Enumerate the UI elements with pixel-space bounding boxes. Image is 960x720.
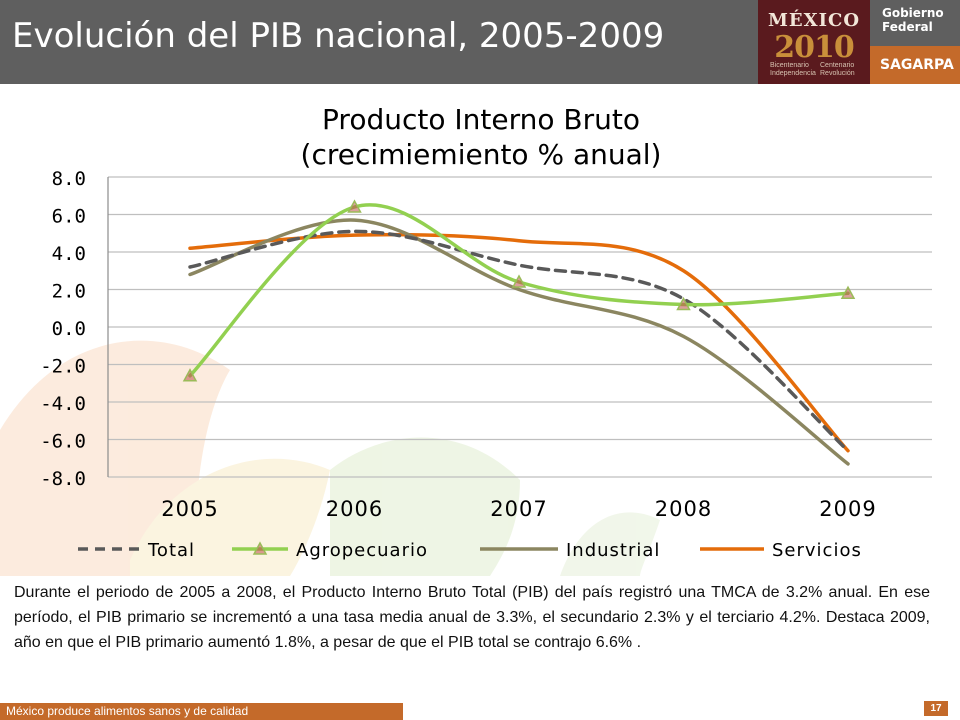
y-tick-label: 6.0: [52, 206, 86, 228]
pib-line-chart: 8.0 6.0 4.0 2.0 0.0 -2.0 -4.0 -6.0 -8.0 2005 2006 2…: [0, 103, 932, 576]
chart-title-line2: (crecimiemiento % anual): [301, 138, 662, 171]
gobierno-federal-text: Gobierno Federal: [882, 6, 944, 34]
background-decoration: [0, 340, 660, 576]
series-line-total: [188, 229, 850, 453]
series-line-agropecuario: [188, 203, 850, 378]
mexico-2010-logo: MÉXICO 2010 Bicentenario Independencia C…: [758, 0, 870, 84]
plot-series: [182, 199, 856, 466]
legend-label: Industrial: [566, 540, 660, 561]
series-line-industrial: [188, 218, 850, 466]
data-point-marker: [347, 199, 362, 213]
legend-label: Agropecuario: [296, 540, 428, 561]
y-tick-label: 0.0: [52, 318, 86, 340]
legend-label: Total: [147, 540, 195, 561]
slide-title: Evolución del PIB nacional, 2005-2009: [12, 16, 665, 56]
x-tick-label: 2009: [819, 497, 876, 521]
data-point-marker: [182, 368, 198, 382]
y-tick-label: 2.0: [52, 281, 86, 303]
gobierno-federal-logo: Gobierno Federal: [870, 0, 960, 46]
y-tick-label: -6.0: [40, 431, 86, 453]
x-tick-label: 2006: [326, 497, 383, 521]
plot-labels: 8.0 6.0 4.0 2.0 0.0 -2.0 -4.0 -6.0 -8.0 2005 2006 2…: [40, 168, 876, 521]
y-tick-label: 8.0: [52, 168, 86, 190]
logo-centenario-text: Centenario Revolución: [820, 62, 855, 77]
y-tick-label: 4.0: [52, 243, 86, 265]
y-tick-label: -4.0: [40, 393, 86, 415]
footer-tagline: México produce alimentos sanos y de cali…: [6, 704, 249, 718]
page-number: 17: [924, 701, 948, 716]
data-point-marker: [511, 274, 527, 288]
series-line-servicios: [188, 232, 850, 453]
chart-title-line1: Producto Interno Bruto: [322, 103, 640, 136]
plot-grid: [107, 176, 932, 478]
x-tick-label: 2007: [490, 497, 547, 521]
legend-label: Servicios: [772, 540, 862, 561]
logo-mexico-text: MÉXICO: [767, 10, 861, 31]
sagarpa-logo: SAGARPA: [870, 46, 960, 84]
logo-bicentenario-text: Bicentenario Independencia: [770, 62, 816, 77]
footer-bar: México produce alimentos sanos y de cali…: [0, 703, 403, 720]
chart-legend: Total Agropecuario Industrial Servicios: [78, 540, 862, 561]
logo-year-text: 2010: [774, 30, 855, 65]
sagarpa-text: SAGARPA: [880, 57, 954, 73]
x-tick-label: 2008: [655, 497, 712, 521]
legend-marker: [252, 541, 268, 555]
data-point-marker: [840, 285, 856, 299]
data-point-marker: [676, 296, 691, 311]
summary-paragraph: Durante el periodo de 2005 a 2008, el Pr…: [14, 584, 930, 651]
y-tick-label: -8.0: [40, 468, 86, 490]
y-tick-label: -2.0: [40, 356, 86, 378]
x-tick-label: 2005: [161, 497, 218, 521]
